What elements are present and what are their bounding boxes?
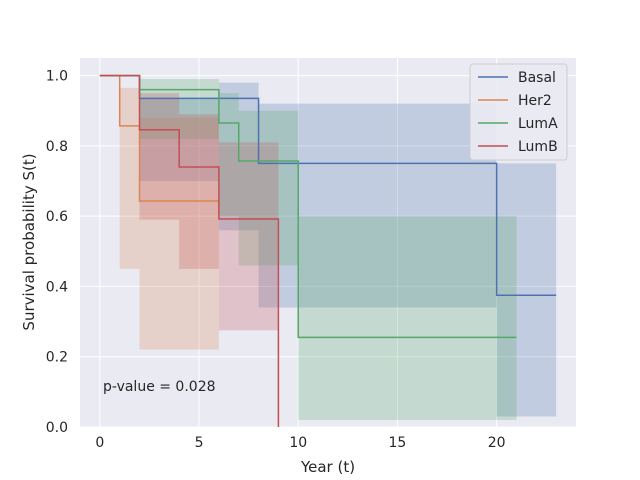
x-tick-label: 15: [389, 435, 407, 451]
annotation-pvalue: p-value = 0.028: [103, 379, 216, 395]
y-tick-label: 0.8: [46, 139, 68, 155]
y-tick-label: 1.0: [46, 69, 68, 85]
y-axis-ticks: 0.0 0.2 0.4 0.6 0.8 1.0: [46, 69, 68, 436]
legend-label-basal: Basal: [518, 70, 556, 86]
y-tick-label: 0.2: [46, 350, 68, 366]
legend-label-her2: Her2: [518, 93, 552, 109]
survival-curves: [99, 74, 557, 427]
survival-line-lumb: [99, 74, 280, 427]
ci-band-luma: [99, 75, 517, 420]
y-tick-label: 0.4: [46, 279, 68, 295]
legend-label-lumb: LumB: [518, 139, 558, 155]
y-tick-label: 0.6: [46, 209, 68, 225]
x-tick-label: 20: [488, 435, 506, 451]
legend: Basal Her2 LumA LumB: [469, 63, 568, 161]
ci-band-lumb: [99, 75, 279, 331]
x-axis-ticks: 0 5 10 15 20: [95, 435, 505, 451]
x-tick-label: 10: [289, 435, 307, 451]
y-axis-label: Survival probability S(t): [20, 153, 38, 330]
x-axis-label: Year (t): [300, 458, 355, 476]
legend-label-luma: LumA: [518, 116, 558, 132]
ci-band-her2: [99, 75, 219, 350]
legend-frame: [469, 63, 568, 161]
ci-band-basal: [99, 75, 557, 417]
y-tick-label: 0.0: [46, 420, 68, 436]
x-tick-label: 0: [95, 435, 104, 451]
confidence-bands: [99, 75, 557, 420]
x-tick-label: 5: [195, 435, 204, 451]
